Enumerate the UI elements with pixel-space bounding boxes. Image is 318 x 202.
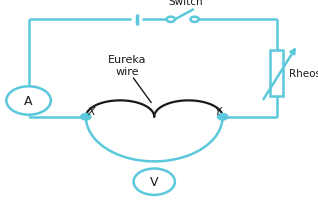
Text: Switch: Switch: [169, 0, 203, 7]
Text: Rheostat: Rheostat: [289, 69, 318, 79]
Circle shape: [190, 18, 199, 23]
Text: V: V: [150, 175, 158, 188]
Text: A: A: [24, 95, 33, 107]
Circle shape: [218, 114, 228, 120]
Circle shape: [167, 18, 175, 23]
Circle shape: [134, 169, 175, 195]
Text: Eureka
wire: Eureka wire: [108, 55, 147, 77]
Circle shape: [6, 87, 51, 115]
Text: X: X: [88, 106, 95, 116]
Text: Y: Y: [215, 106, 221, 116]
Circle shape: [81, 114, 91, 120]
Bar: [270, 50, 283, 97]
